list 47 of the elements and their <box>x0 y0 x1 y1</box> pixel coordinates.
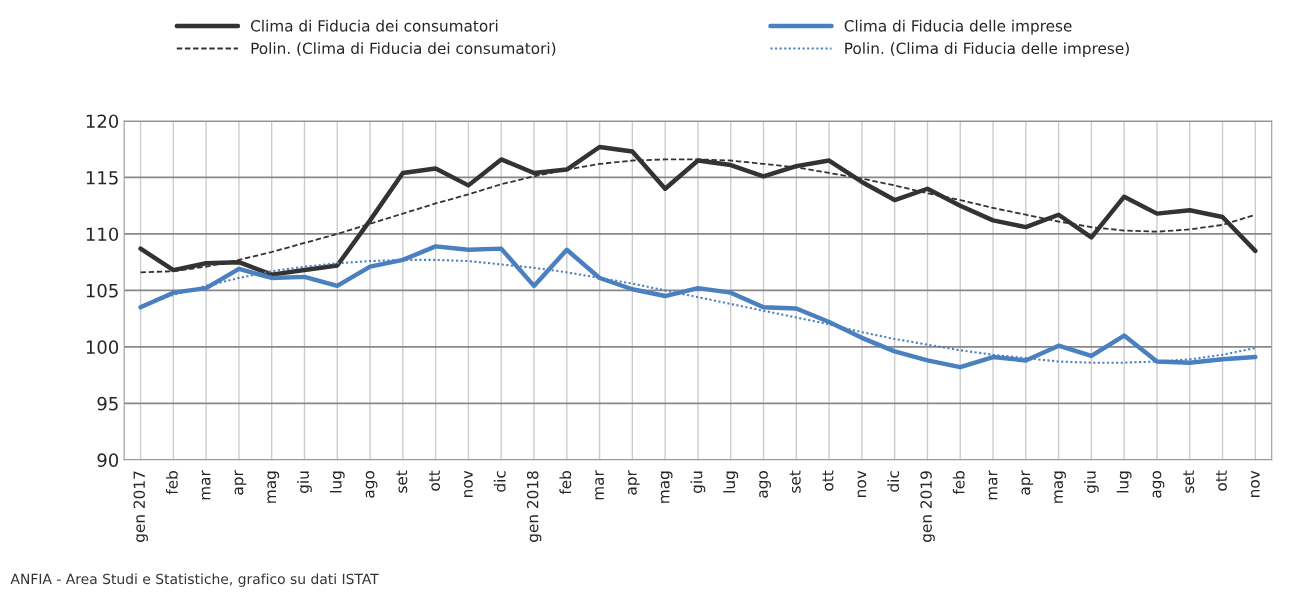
y-tick-label: 100 <box>86 340 119 354</box>
x-tick-label: set <box>789 470 801 493</box>
x-tick-label: ago <box>1152 471 1165 498</box>
x-tick-label: feb <box>559 471 572 495</box>
text: ANFIA - Area Studi e Statistiche, grafico su dati ISTAT <box>10 573 379 587</box>
y-tick-label: 110 <box>86 227 119 242</box>
x-tick-label: feb <box>952 471 965 495</box>
x-tick-label: ott <box>822 470 834 491</box>
x-tick-label: nov <box>857 470 867 497</box>
x-tick-label: ott <box>1216 470 1227 491</box>
legend-label: Polin. (Clima di Fiducia dei consumatori) <box>251 42 556 56</box>
x-tick-label: ago <box>759 471 771 498</box>
x-tick-label: lug <box>1116 471 1132 493</box>
x-tick-label: lug <box>329 471 345 493</box>
x-tick-label: giu <box>1083 471 1099 493</box>
x-tick-label: ago <box>365 471 378 498</box>
x-tick-label: dic <box>493 471 506 492</box>
x-tick-label: mar <box>988 470 998 500</box>
x-tick-label: gen 2019 <box>920 471 935 542</box>
x-tick-label: nov <box>1250 470 1260 497</box>
y-tick-label: 105 <box>86 283 118 298</box>
x-tick-label: giu <box>690 471 706 493</box>
x-tick-label: lug <box>723 471 739 493</box>
x-tick-label: mag <box>660 471 673 503</box>
x-tick-label: mag <box>267 471 280 503</box>
x-tick-label: feb <box>165 471 178 495</box>
x-tick-label: gen 2017 <box>133 471 148 542</box>
x-tick-label: apr <box>234 470 247 495</box>
x-tick-label: mar <box>595 470 605 500</box>
x-tick-label: nov <box>464 470 473 497</box>
legend-label: Clima di Fiducia dei consumatori <box>251 19 498 32</box>
x-tick-label: apr <box>1021 470 1034 495</box>
x-tick-label: mag <box>1054 471 1066 503</box>
x-tick-label: mar <box>201 470 211 500</box>
x-tick-label: apr <box>628 470 640 495</box>
y-tick-label: 115 <box>86 171 118 185</box>
legend-label: Clima di Fiducia delle imprese <box>844 19 1072 35</box>
x-tick-label: set <box>1183 470 1195 493</box>
legend-label: Polin. (Clima di Fiducia delle imprese) <box>845 42 1129 58</box>
y-tick-label: 95 <box>97 396 118 411</box>
y-tick-label: 120 <box>86 114 119 129</box>
x-tick-label: giu <box>297 471 312 493</box>
x-tick-label: ott <box>429 470 441 491</box>
x-tick-label: gen 2018 <box>526 471 542 542</box>
y-tick-label: 90 <box>97 453 119 467</box>
x-tick-label: set <box>396 470 408 493</box>
x-tick-label: dic <box>887 471 900 492</box>
